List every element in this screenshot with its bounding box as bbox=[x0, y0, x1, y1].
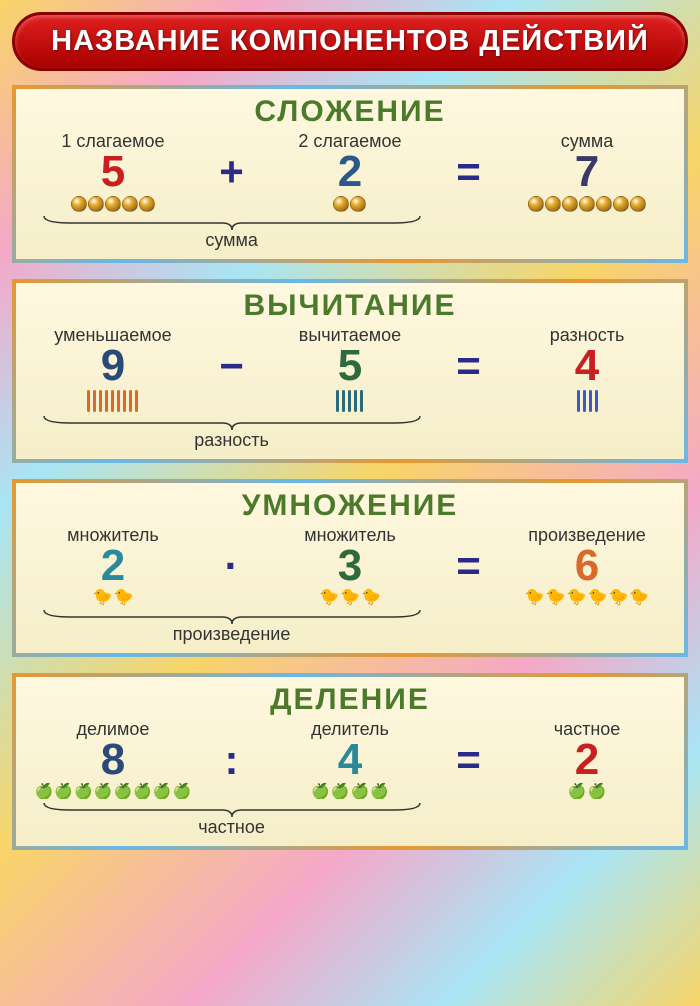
equals: = bbox=[433, 739, 504, 781]
term1-value: 8 bbox=[30, 738, 196, 782]
term2-value: 2 bbox=[267, 150, 433, 194]
icons-row: 🐤🐤🐤🐤🐤🐤🐤🐤🐤🐤🐤 bbox=[30, 590, 670, 606]
operator: − bbox=[196, 345, 267, 387]
result-value: 2 bbox=[504, 738, 670, 782]
brace-label: произведение bbox=[30, 624, 433, 645]
result-value: 7 bbox=[504, 150, 670, 194]
icons-row bbox=[30, 390, 670, 412]
section-title: ВЫЧИТАНИЕ bbox=[30, 289, 670, 323]
section-title: ДЕЛЕНИЕ bbox=[30, 683, 670, 717]
brace: произведение bbox=[30, 608, 670, 645]
icon-group: 🍏🍏 bbox=[568, 784, 606, 799]
operator: : bbox=[196, 739, 267, 781]
section-multiplication: УМНОЖЕНИЕмножительмножительпроизведение2… bbox=[12, 479, 688, 657]
brace-label: сумма bbox=[30, 230, 433, 251]
term2-value: 4 bbox=[267, 738, 433, 782]
equals: = bbox=[433, 545, 504, 587]
icon-group: 🐤🐤🐤 bbox=[319, 590, 381, 606]
values-row: 8:4=2 bbox=[30, 738, 670, 782]
result-value: 4 bbox=[504, 344, 670, 388]
brace-label: частное bbox=[30, 817, 433, 838]
section-subtraction: ВЫЧИТАНИЕуменьшаемоевычитаемоеразность9−… bbox=[12, 279, 688, 463]
icon-group: 🐤🐤 bbox=[93, 590, 134, 606]
icon-group: 🍏🍏🍏🍏🍏🍏🍏🍏 bbox=[35, 784, 192, 799]
brace: сумма bbox=[30, 214, 670, 251]
values-row: 9−5=4 bbox=[30, 344, 670, 388]
icon-group: 🐤🐤🐤🐤🐤🐤 bbox=[525, 590, 650, 606]
equals: = bbox=[433, 345, 504, 387]
icons-row bbox=[30, 196, 670, 212]
brace: разность bbox=[30, 414, 670, 451]
page: НАЗВАНИЕ КОМПОНЕНТОВ ДЕЙСТВИЙ СЛОЖЕНИЕ1 … bbox=[12, 12, 688, 994]
icon-group bbox=[335, 390, 364, 412]
icon-group bbox=[576, 390, 599, 412]
title-banner: НАЗВАНИЕ КОМПОНЕНТОВ ДЕЙСТВИЙ bbox=[12, 12, 688, 71]
section-addition: СЛОЖЕНИЕ1 слагаемое2 слагаемоесумма5+2=7… bbox=[12, 85, 688, 263]
result-value: 6 bbox=[504, 544, 670, 588]
icon-group bbox=[528, 196, 646, 212]
title-text: НАЗВАНИЕ КОМПОНЕНТОВ ДЕЙСТВИЙ bbox=[35, 25, 665, 58]
operator: + bbox=[196, 151, 267, 193]
icon-group bbox=[333, 196, 366, 212]
section-division: ДЕЛЕНИЕделимоеделительчастное8:4=2🍏🍏🍏🍏🍏🍏… bbox=[12, 673, 688, 850]
term1-value: 2 bbox=[30, 544, 196, 588]
term1-value: 9 bbox=[30, 344, 196, 388]
icon-group bbox=[86, 390, 139, 412]
values-row: 2·3=6 bbox=[30, 544, 670, 588]
term2-value: 3 bbox=[267, 544, 433, 588]
icon-group: 🍏🍏🍏🍏 bbox=[311, 784, 389, 799]
section-title: СЛОЖЕНИЕ bbox=[30, 95, 670, 129]
operator: · bbox=[196, 545, 267, 587]
icons-row: 🍏🍏🍏🍏🍏🍏🍏🍏🍏🍏🍏🍏🍏🍏 bbox=[30, 784, 670, 799]
brace-label: разность bbox=[30, 430, 433, 451]
term2-value: 5 bbox=[267, 344, 433, 388]
icon-group bbox=[71, 196, 155, 212]
section-title: УМНОЖЕНИЕ bbox=[30, 489, 670, 523]
term1-value: 5 bbox=[30, 150, 196, 194]
values-row: 5+2=7 bbox=[30, 150, 670, 194]
equals: = bbox=[433, 151, 504, 193]
brace: частное bbox=[30, 801, 670, 838]
